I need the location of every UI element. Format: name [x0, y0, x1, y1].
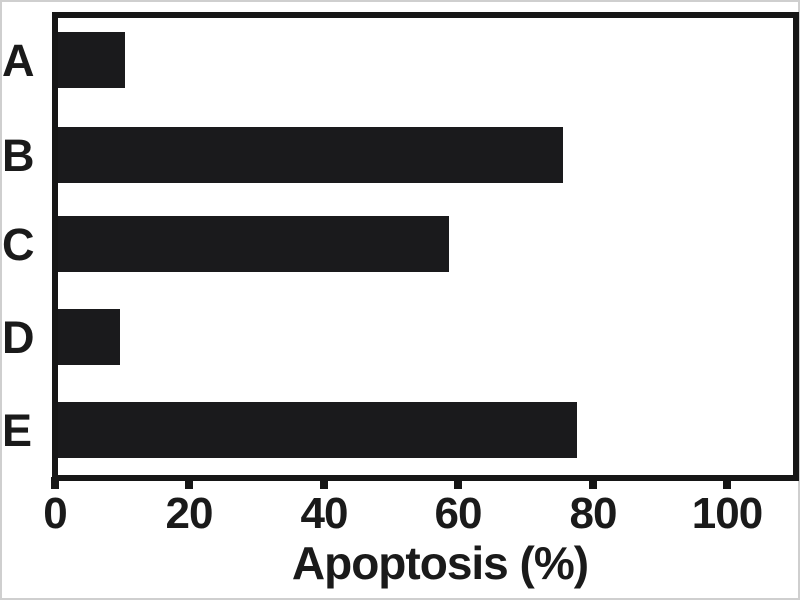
x-tick-20	[185, 477, 193, 489]
x-tick-label-60: 60	[434, 489, 483, 538]
category-label-A: A	[2, 35, 35, 86]
x-tick-label-40: 40	[300, 489, 349, 538]
x-tick-label-20: 20	[165, 489, 214, 538]
bar-B	[58, 127, 563, 183]
x-tick-60	[454, 477, 462, 489]
x-tick-label-0: 0	[43, 489, 67, 538]
category-label-B: B	[2, 130, 35, 181]
bar-A	[58, 32, 125, 88]
bar-D	[58, 309, 120, 365]
x-axis-title: Apoptosis (%)	[291, 537, 589, 589]
x-tick-label-80: 80	[569, 489, 618, 538]
bar-E	[58, 402, 577, 458]
category-label-C: C	[2, 219, 35, 270]
category-label-E: E	[2, 405, 32, 456]
x-tick-80	[589, 477, 597, 489]
category-label-D: D	[2, 312, 35, 363]
x-tick-100	[723, 477, 731, 489]
x-tick-40	[320, 477, 328, 489]
x-tick-label-100: 100	[691, 489, 763, 538]
x-tick-0	[51, 477, 59, 489]
bar-C	[58, 216, 449, 272]
